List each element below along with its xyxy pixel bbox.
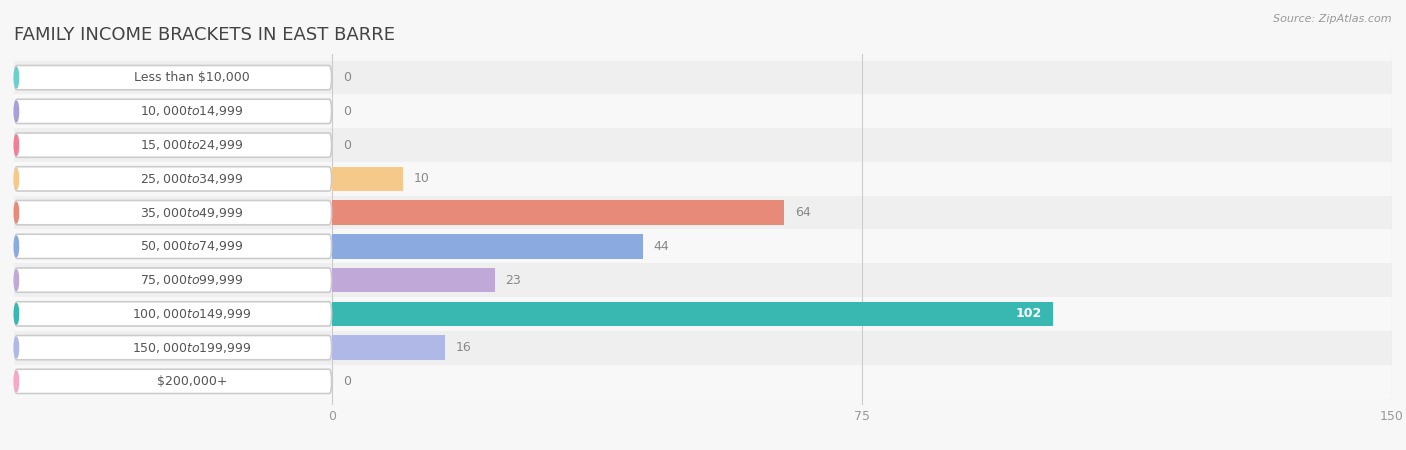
FancyBboxPatch shape <box>14 369 332 393</box>
Text: 23: 23 <box>505 274 520 287</box>
Bar <box>332 234 643 258</box>
Text: 0: 0 <box>343 139 350 152</box>
Text: 0: 0 <box>343 375 350 388</box>
Text: Less than $10,000: Less than $10,000 <box>134 71 250 84</box>
Bar <box>14 196 1392 230</box>
Text: $100,000 to $149,999: $100,000 to $149,999 <box>132 307 252 321</box>
FancyBboxPatch shape <box>14 336 332 360</box>
Bar <box>14 297 1392 331</box>
Bar <box>14 162 1392 196</box>
Text: $200,000+: $200,000+ <box>157 375 228 388</box>
Bar <box>14 128 1392 162</box>
Text: $25,000 to $34,999: $25,000 to $34,999 <box>141 172 243 186</box>
Bar <box>14 364 1392 398</box>
Circle shape <box>14 371 18 392</box>
Text: 102: 102 <box>1017 307 1042 320</box>
Text: 0: 0 <box>343 105 350 118</box>
Text: $15,000 to $24,999: $15,000 to $24,999 <box>141 138 243 152</box>
FancyBboxPatch shape <box>14 99 332 123</box>
Circle shape <box>14 202 18 223</box>
Text: 10: 10 <box>413 172 429 185</box>
Circle shape <box>14 68 18 88</box>
Bar <box>332 302 1053 326</box>
Text: $50,000 to $74,999: $50,000 to $74,999 <box>141 239 243 253</box>
Circle shape <box>14 135 18 155</box>
Bar <box>332 336 446 360</box>
Text: $10,000 to $14,999: $10,000 to $14,999 <box>141 104 243 118</box>
Circle shape <box>14 304 18 324</box>
FancyBboxPatch shape <box>14 268 332 292</box>
Bar <box>14 230 1392 263</box>
FancyBboxPatch shape <box>14 201 332 225</box>
Circle shape <box>14 101 18 122</box>
FancyBboxPatch shape <box>14 234 332 258</box>
Text: $75,000 to $99,999: $75,000 to $99,999 <box>141 273 243 287</box>
Text: $150,000 to $199,999: $150,000 to $199,999 <box>132 341 252 355</box>
FancyBboxPatch shape <box>14 302 332 326</box>
Text: FAMILY INCOME BRACKETS IN EAST BARRE: FAMILY INCOME BRACKETS IN EAST BARRE <box>14 26 395 44</box>
Bar <box>332 166 402 191</box>
Text: 44: 44 <box>654 240 669 253</box>
Bar <box>14 61 1392 94</box>
Bar <box>332 268 495 292</box>
Bar <box>14 331 1392 364</box>
Bar <box>332 200 785 225</box>
FancyBboxPatch shape <box>14 133 332 157</box>
Bar <box>14 94 1392 128</box>
FancyBboxPatch shape <box>14 166 332 191</box>
Text: $35,000 to $49,999: $35,000 to $49,999 <box>141 206 243 220</box>
Text: 64: 64 <box>794 206 811 219</box>
FancyBboxPatch shape <box>14 65 332 90</box>
Circle shape <box>14 236 18 256</box>
Text: Source: ZipAtlas.com: Source: ZipAtlas.com <box>1274 14 1392 23</box>
Text: 0: 0 <box>343 71 350 84</box>
Circle shape <box>14 338 18 358</box>
Bar <box>14 263 1392 297</box>
Circle shape <box>14 169 18 189</box>
Circle shape <box>14 270 18 290</box>
Text: 16: 16 <box>456 341 471 354</box>
